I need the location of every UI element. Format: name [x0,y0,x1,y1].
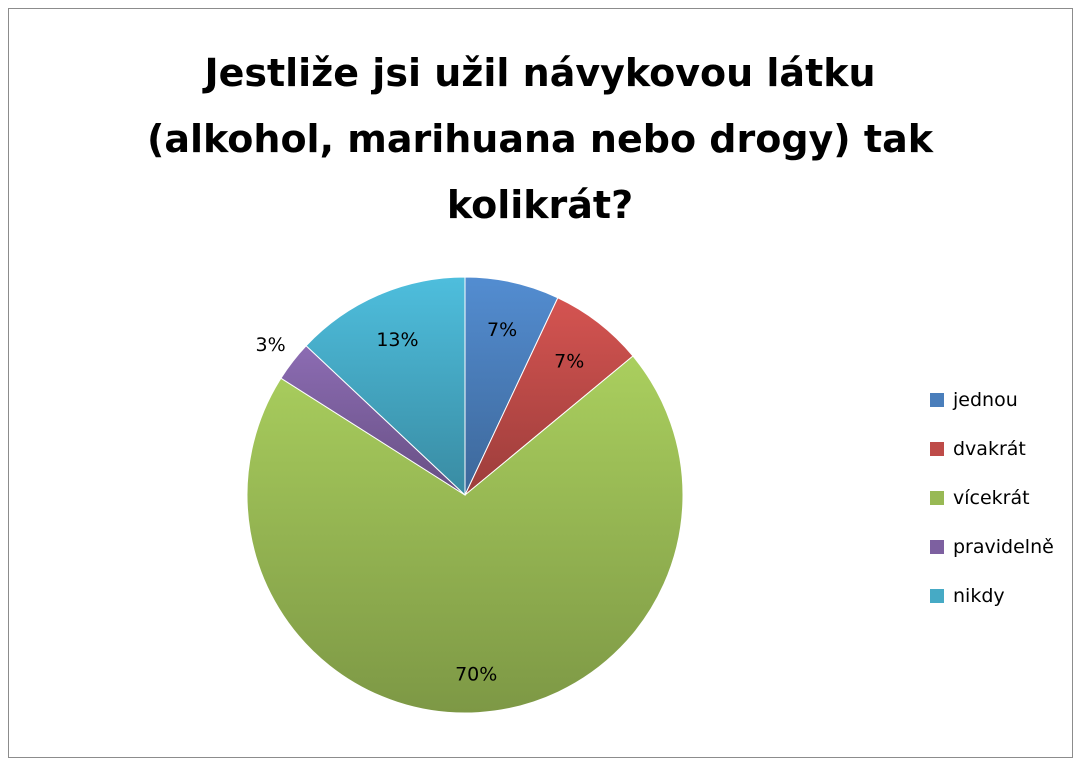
chart-title: Jestliže jsi užil návykovou látku (alkoh… [60,40,1020,238]
pie-slice-vícekrát [246,355,684,714]
legend-item-jednou: jednou [930,388,1018,412]
legend-item-pravidelně: pravidelně [930,535,1054,559]
legend-item-vícekrát: vícekrát [930,486,1030,510]
chart-title-line-1: Jestliže jsi užil návykovou látku [204,51,876,95]
data-label-pravidelně: 3% [256,334,286,356]
legend-label: pravidelně [953,536,1054,558]
legend-swatch [930,540,944,554]
legend-label: nikdy [953,585,1005,607]
chart-title-line-2: (alkohol, marihuana nebo drogy) tak [147,117,933,161]
legend-swatch [930,393,944,407]
chart-title-line-3: kolikrát? [446,183,634,227]
pie-slice-nikdy [305,276,466,497]
legend-swatch [930,589,944,603]
data-label-nikdy: 13% [376,329,418,351]
legend-swatch [930,491,944,505]
legend-item-dvakrát: dvakrát [930,437,1026,461]
legend-swatch [930,442,944,456]
data-label-vícekrát: 70% [455,663,497,685]
legend-label: vícekrát [953,487,1030,509]
legend-label: dvakrát [953,438,1026,460]
data-label-dvakrát: 7% [554,351,584,373]
data-label-jednou: 7% [487,319,517,341]
legend-label: jednou [953,389,1018,411]
legend-item-nikdy: nikdy [930,584,1005,608]
